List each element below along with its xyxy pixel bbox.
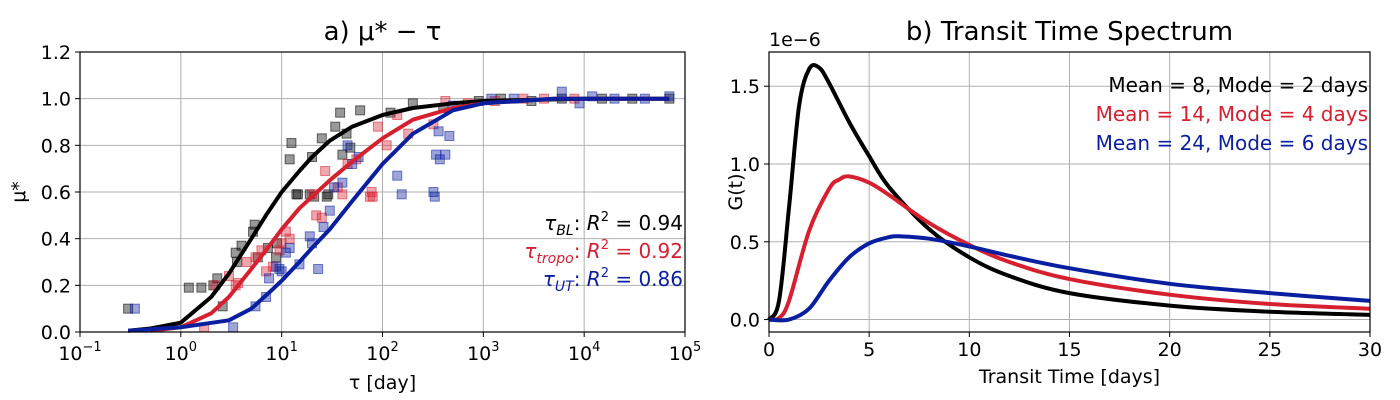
data-point	[330, 121, 341, 132]
y-tick-label: 0.8	[41, 135, 71, 157]
r2-annotation: τUT: R2 = 0.86	[543, 266, 683, 295]
panel-b-marks	[767, 63, 1371, 323]
x-tick-label: 103	[467, 340, 499, 365]
legend-entry: Mean = 24, Mode = 6 days	[1096, 131, 1368, 155]
data-point	[664, 91, 675, 102]
panel-a-ylabel: μ*	[8, 181, 30, 203]
panel-a-xlabel: τ [day]	[349, 372, 416, 394]
data-point	[444, 131, 455, 141]
panel-a-ticks: 10−1 100 101 102 103 104 105 0.0 0.2 0.4 0.6 0.8 1.0…	[41, 42, 701, 365]
x-tick-label: 101	[265, 340, 297, 365]
panel-b-ticks: 0 5 10 15 20 25 30 0.0 0.5 1.0 1.5	[730, 76, 1382, 361]
y-tick-label: 1.0	[730, 154, 760, 176]
y-tick-label: 1.2	[41, 42, 71, 64]
data-point	[335, 107, 346, 118]
data-point	[284, 243, 295, 253]
data-point	[337, 149, 348, 160]
panel-b-offset-text: 1e−6	[769, 29, 821, 51]
legend-entry: Mean = 8, Mode = 2 days	[1108, 73, 1368, 97]
y-tick-label: 0.4	[41, 229, 71, 251]
data-point	[286, 138, 297, 148]
panel-a-chart: 10−1 100 101 102 103 104 105 0.0 0.2 0.4 0.6 0.8 1.0…	[8, 17, 701, 394]
x-tick-label: 102	[366, 340, 398, 365]
data-point	[324, 205, 335, 216]
x-tick-label: 100	[165, 340, 197, 365]
data-point	[311, 210, 322, 221]
r2-annotation: τtropo: R2 = 0.92	[524, 238, 683, 267]
panel-b-ylabel: G(t)	[725, 174, 747, 211]
data-point	[241, 257, 252, 267]
spectrum-line	[768, 234, 1371, 323]
y-tick-label: 1.0	[41, 89, 71, 111]
data-point	[556, 86, 567, 97]
legend-entry: Mean = 14, Mode = 4 days	[1096, 102, 1368, 126]
x-tick-label: 10	[957, 339, 981, 361]
panel-b-legend: Mean = 8, Mode = 2 days Mean = 14, Mode =…	[1096, 73, 1368, 155]
data-point	[316, 133, 327, 144]
fit-curve	[127, 96, 670, 333]
data-point	[284, 233, 295, 244]
y-tick-label: 0.0	[41, 322, 71, 344]
y-tick-label: 0.2	[41, 275, 71, 297]
y-tick-label: 0.6	[41, 182, 71, 204]
x-tick-label: 105	[669, 340, 701, 365]
data-point	[274, 245, 285, 256]
data-point	[367, 191, 378, 202]
data-point	[355, 105, 366, 116]
r2-annotation: τBL: R2 = 0.94	[544, 210, 683, 239]
fit-curve	[127, 96, 670, 333]
data-point	[129, 303, 140, 314]
panel-b-chart: 0 5 10 15 20 25 30 0.0 0.5 1.0 1.5 b) Transit Time…	[725, 17, 1382, 388]
x-tick-label: 104	[568, 340, 600, 365]
data-point	[429, 191, 440, 202]
data-point	[372, 121, 383, 132]
data-point	[276, 266, 287, 277]
data-point	[337, 177, 348, 188]
data-point	[123, 303, 134, 314]
x-tick-label: 20	[1158, 339, 1182, 361]
data-point	[328, 182, 339, 193]
x-tick-label: 0	[763, 339, 775, 361]
data-point	[313, 264, 324, 274]
x-tick-label: 10−1	[58, 340, 101, 365]
data-point	[587, 91, 598, 102]
y-tick-label: 0.5	[730, 232, 760, 254]
x-tick-label: 30	[1358, 339, 1382, 361]
y-tick-label: 1.5	[730, 76, 760, 98]
data-point	[264, 273, 275, 284]
panel-b-xlabel: Transit Time [days]	[978, 366, 1160, 388]
data-point	[196, 282, 207, 293]
data-point	[433, 126, 444, 137]
data-point	[212, 273, 223, 284]
x-tick-label: 25	[1258, 339, 1282, 361]
spectrum-line	[768, 174, 1371, 322]
panel-a-title: a) μ* − τ	[324, 17, 442, 47]
data-point	[318, 222, 329, 232]
data-point	[304, 231, 315, 242]
y-tick-label: 0.0	[730, 310, 760, 332]
data-point	[392, 170, 403, 181]
data-point	[292, 189, 303, 200]
data-point	[320, 166, 331, 176]
data-point	[228, 322, 239, 333]
spectrum-line	[767, 63, 1371, 321]
data-point	[345, 142, 356, 153]
data-point	[183, 282, 194, 293]
data-point	[337, 189, 348, 200]
data-point	[321, 191, 332, 202]
x-tick-label: 5	[863, 339, 875, 361]
data-point	[274, 264, 285, 274]
data-point	[342, 140, 353, 151]
panel-b-title: b) Transit Time Spectrum	[906, 17, 1233, 47]
data-point	[440, 149, 451, 160]
panel-a-marks	[123, 86, 675, 333]
data-point	[396, 189, 407, 200]
x-tick-label: 15	[1057, 339, 1081, 361]
data-point	[381, 140, 392, 151]
data-point	[323, 189, 334, 200]
data-point	[284, 154, 295, 165]
